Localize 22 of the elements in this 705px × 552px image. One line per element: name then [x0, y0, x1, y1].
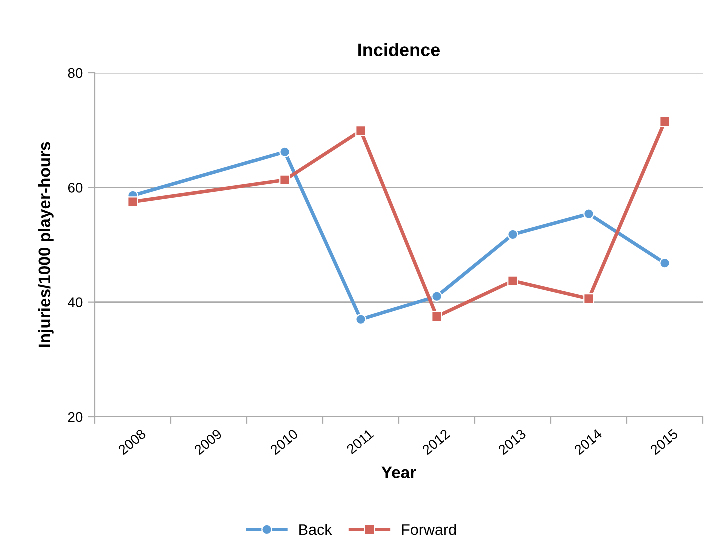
y-tick-label: 40 — [68, 298, 83, 308]
point — [508, 276, 518, 287]
point — [508, 229, 518, 240]
legend-label: Back — [300, 524, 332, 536]
x-axis-title: Year — [382, 466, 416, 478]
point — [660, 258, 670, 269]
point — [432, 311, 442, 322]
legend-label: Forward — [402, 524, 456, 536]
y-axis-title: Injuries/1000 player-hours — [38, 142, 54, 348]
point — [280, 146, 290, 158]
point — [584, 208, 594, 220]
point — [660, 116, 670, 128]
point — [356, 314, 366, 325]
y-tick-label: 60 — [68, 183, 83, 193]
point — [128, 196, 138, 208]
point — [280, 174, 290, 186]
chart-title: Incidence — [358, 43, 440, 57]
y-tick-label: 80 — [68, 68, 83, 78]
point — [356, 125, 366, 136]
point — [584, 293, 594, 304]
y-tick-label: 20 — [68, 412, 83, 422]
point — [432, 291, 442, 302]
